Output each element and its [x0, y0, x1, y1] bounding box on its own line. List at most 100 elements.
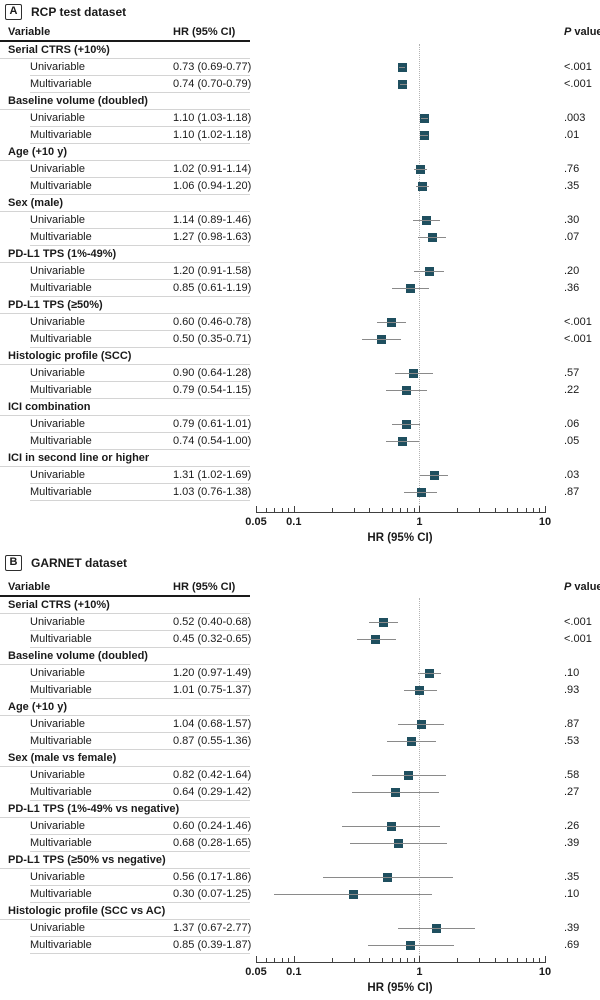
header-rule	[0, 40, 250, 42]
axis-minor-tick	[413, 958, 415, 962]
axis-minor-tick	[381, 508, 383, 512]
row-p-value: .39	[564, 837, 580, 849]
column-header-variable: Variable	[8, 26, 51, 38]
row-hr-ci-value: 0.79 (0.61-1.01)	[173, 418, 252, 430]
panel-b-title-text: GARNET dataset	[31, 556, 128, 570]
row-separator	[0, 613, 250, 614]
axis-minor-tick	[539, 958, 541, 962]
row-hr-ci-value: 0.73 (0.69-0.77)	[173, 61, 252, 73]
ci-line	[368, 944, 454, 947]
reference-line	[418, 44, 420, 512]
axis-minor-tick	[457, 508, 459, 512]
axis-minor-tick	[457, 958, 459, 962]
axis-tick-label: 0.05	[245, 966, 267, 978]
axis-minor-tick	[525, 508, 527, 512]
axis-tick-label: 1	[416, 516, 423, 528]
column-header-hr: HR (95% CI)	[173, 581, 236, 593]
axis-minor-tick	[532, 508, 534, 512]
row-variable-label: Multivariable	[30, 282, 92, 294]
row-variable-label: Univariable	[30, 922, 86, 934]
row-hr-ci-value: 1.20 (0.97-1.49)	[173, 667, 252, 679]
row-separator	[30, 783, 250, 784]
column-header-pvalue: P value	[564, 581, 600, 595]
row-hr-ci-value: 0.79 (0.54-1.15)	[173, 384, 252, 396]
row-p-value: .03	[564, 469, 580, 481]
axis-minor-tick	[399, 508, 401, 512]
axis-major-tick	[545, 956, 546, 962]
ci-line	[404, 491, 437, 494]
ci-line	[357, 638, 396, 641]
axis-minor-tick	[281, 508, 283, 512]
axis-minor-tick	[507, 508, 509, 512]
row-hr-ci-value: 0.74 (0.54-1.00)	[173, 435, 252, 447]
column-header-pvalue: P value	[564, 26, 600, 40]
row-separator	[30, 449, 250, 450]
axis-minor-tick	[525, 958, 527, 962]
axis-major-tick	[545, 506, 546, 512]
reference-line	[418, 598, 420, 962]
row-variable-label: Univariable	[30, 61, 86, 73]
row-variable-label: Univariable	[30, 367, 86, 379]
row-separator	[30, 347, 250, 348]
row-p-value: <.001	[564, 61, 592, 73]
row-hr-ci-value: 0.52 (0.40-0.68)	[173, 616, 252, 628]
axis-minor-tick	[479, 958, 481, 962]
row-separator	[30, 398, 250, 399]
row-separator	[30, 279, 250, 280]
row-separator	[0, 919, 250, 920]
row-hr-ci-value: 0.85 (0.61-1.19)	[173, 282, 252, 294]
row-variable-label: Univariable	[30, 316, 86, 328]
ci-line	[274, 893, 432, 896]
ci-line	[372, 774, 447, 777]
row-hr-ci-value: 1.14 (0.89-1.46)	[173, 214, 252, 226]
row-variable-label: Multivariable	[30, 633, 92, 645]
row-p-value: .87	[564, 718, 580, 730]
row-group-label: ICI combination	[8, 401, 91, 413]
ci-line	[392, 287, 429, 290]
row-separator	[30, 483, 250, 484]
ci-line	[351, 791, 439, 794]
pvalue-italic-p: P	[564, 26, 572, 38]
axis-minor-tick	[369, 508, 371, 512]
row-separator	[30, 330, 250, 331]
row-separator	[30, 902, 250, 903]
ci-line	[349, 842, 447, 845]
row-separator	[30, 681, 250, 682]
row-variable-label: Univariable	[30, 163, 86, 175]
row-group-label: Baseline volume (doubled)	[8, 650, 148, 662]
row-p-value: .30	[564, 214, 580, 226]
row-variable-label: Multivariable	[30, 231, 92, 243]
row-separator	[0, 262, 250, 263]
row-variable-label: Multivariable	[30, 180, 92, 192]
row-group-label: Baseline volume (doubled)	[8, 95, 148, 107]
row-p-value: <.001	[564, 633, 592, 645]
row-hr-ci-value: 1.20 (0.91-1.58)	[173, 265, 252, 277]
row-variable-label: Multivariable	[30, 435, 92, 447]
ci-line	[369, 621, 399, 624]
row-variable-label: Multivariable	[30, 333, 92, 345]
row-separator	[30, 75, 250, 76]
row-p-value: .27	[564, 786, 580, 798]
row-hr-ci-value: 1.06 (0.94-1.20)	[173, 180, 252, 192]
row-separator	[30, 296, 250, 297]
row-p-value: <.001	[564, 78, 592, 90]
row-separator	[30, 732, 250, 733]
row-p-value: .01	[564, 129, 580, 141]
row-hr-ci-value: 0.56 (0.17-1.86)	[173, 871, 252, 883]
row-separator	[0, 715, 250, 716]
row-p-value: <.001	[564, 316, 592, 328]
row-group-label: PD-L1 TPS (≥50% vs negative)	[8, 854, 166, 866]
axis-minor-tick	[407, 958, 409, 962]
axis-tick-label: 1	[416, 966, 423, 978]
row-separator	[0, 364, 250, 365]
row-hr-ci-value: 1.10 (1.03-1.18)	[173, 112, 252, 124]
axis-minor-tick	[331, 508, 333, 512]
panel-b-title: B GARNET dataset	[5, 554, 127, 572]
row-hr-ci-value: 1.27 (0.98-1.63)	[173, 231, 252, 243]
axis-minor-tick	[391, 508, 393, 512]
row-variable-label: Multivariable	[30, 837, 92, 849]
row-hr-ci-value: 1.03 (0.76-1.38)	[173, 486, 252, 498]
row-separator	[30, 194, 250, 195]
row-p-value: .05	[564, 435, 580, 447]
row-variable-label: Univariable	[30, 112, 86, 124]
